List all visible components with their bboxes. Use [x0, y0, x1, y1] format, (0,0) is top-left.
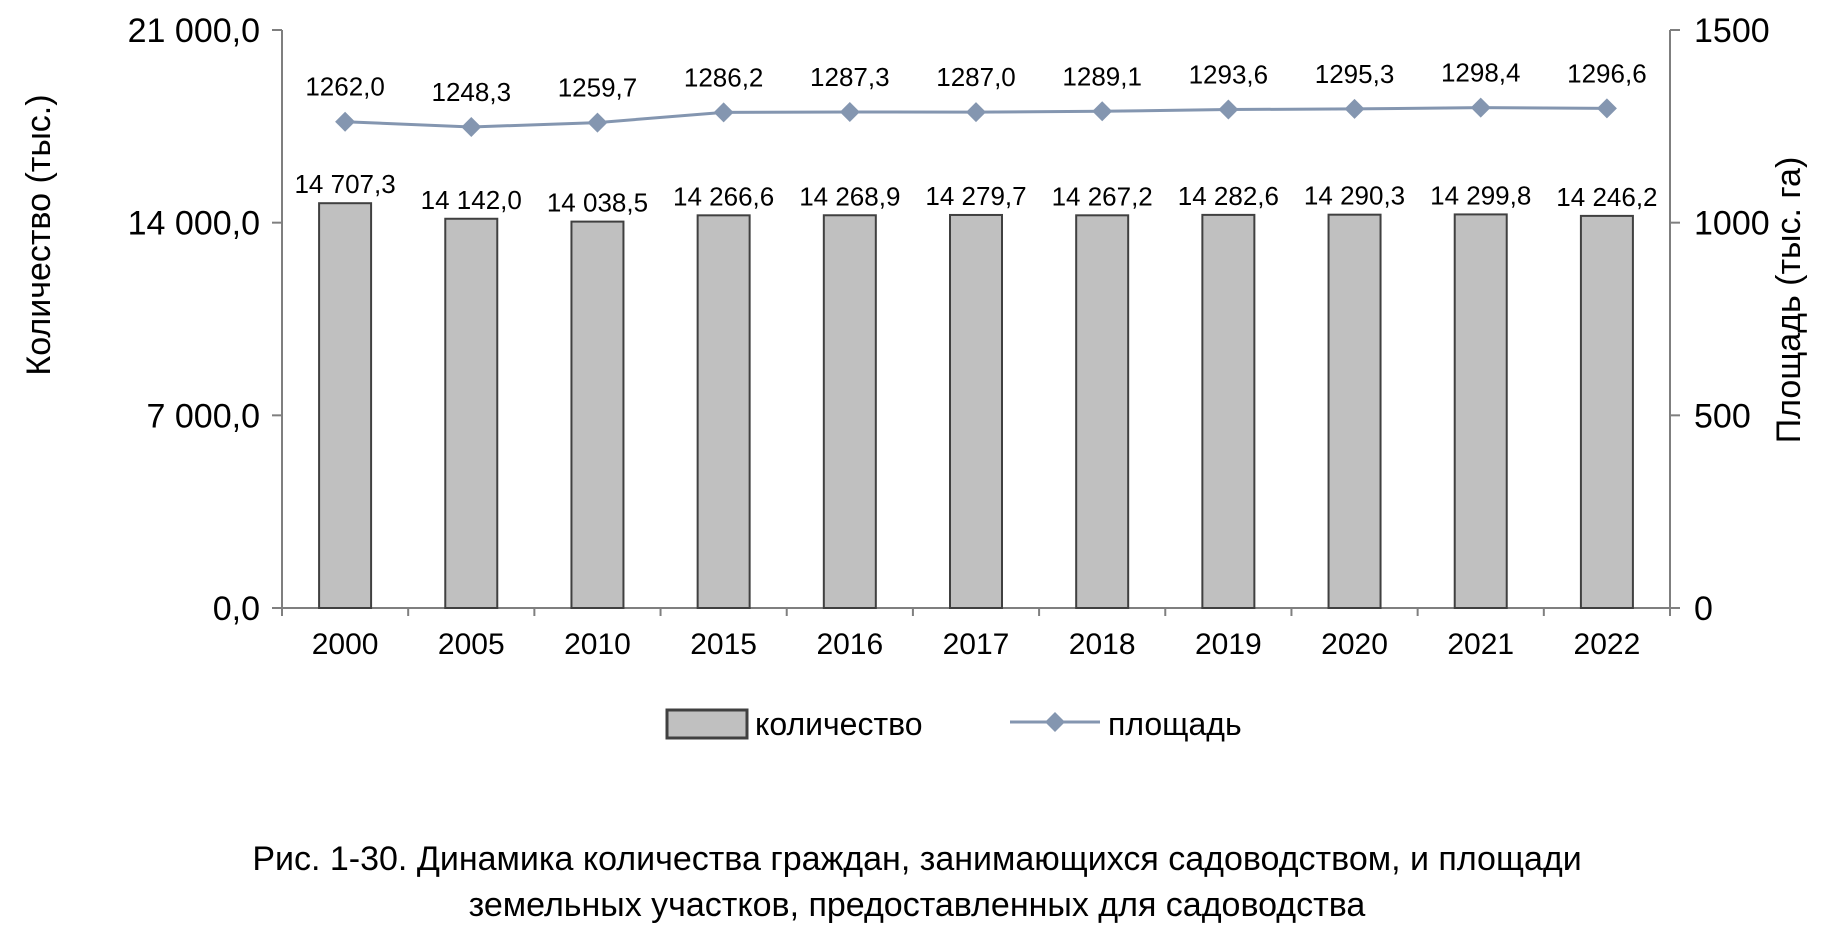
bar: [444, 217, 499, 609]
legend-swatch-bar: [665, 708, 749, 740]
x-tick-label: 2000: [312, 628, 379, 661]
bar: [1579, 214, 1634, 609]
line-point: [1092, 101, 1113, 122]
bar: [1453, 213, 1508, 609]
line-data-label: 1298,4: [1441, 58, 1521, 88]
y2-tick-label: 500: [1694, 397, 1751, 435]
legend-label-line: площадь: [1108, 706, 1242, 742]
bar-data-label: 14 142,0: [421, 185, 522, 215]
line-point: [1218, 99, 1239, 120]
y2-axis-title: Площадь (тыс. га): [1770, 157, 1808, 444]
y-tick-label: 21 000,0: [128, 12, 260, 50]
line-point: [587, 112, 608, 133]
y-tick-label: 7 000,0: [147, 397, 260, 435]
line-data-label: 1293,6: [1189, 60, 1269, 90]
line-data-label: 1262,0: [305, 72, 385, 102]
x-tick-label: 2005: [438, 628, 505, 661]
axes: 0,0 7 000,0 14 000,0 21 000,0 0 500 1000 1500 20…: [128, 12, 1770, 661]
bar-data-label: 14 707,3: [294, 169, 395, 199]
line-series: [335, 97, 1617, 137]
line-point: [1470, 97, 1491, 118]
legend-label-bar: количество: [755, 706, 923, 742]
line-point: [1596, 98, 1617, 119]
y2-tick-label: 1500: [1694, 12, 1770, 50]
bar: [1075, 214, 1130, 609]
bar: [696, 214, 751, 609]
caption-line-2: земельных участков, предоставленных для …: [469, 886, 1366, 924]
line-data-label: 1287,3: [810, 62, 890, 92]
line-data-label: 1286,2: [684, 62, 764, 92]
line-data-label: 1296,6: [1567, 58, 1647, 88]
line-data-label: 1289,1: [1062, 61, 1142, 91]
caption-line-1: Рис. 1-30. Динамика количества граждан, …: [252, 840, 1581, 878]
x-tick-label: 2021: [1447, 628, 1514, 661]
line-point: [1344, 98, 1365, 119]
x-tick-label: 2018: [1069, 628, 1136, 661]
line-data-label: 1287,0: [936, 62, 1016, 92]
bar-data-label: 14 267,2: [1052, 181, 1153, 211]
bar-data-label: 14 282,6: [1178, 181, 1279, 211]
y-tick-label: 14 000,0: [128, 205, 260, 243]
bar-data-label: 14 299,8: [1430, 180, 1531, 210]
line-data-label: 1248,3: [432, 77, 512, 107]
data-labels: 14 707,3 14 142,0 14 038,5 14 266,6 14 268,9…: [294, 58, 1657, 218]
bar-data-label: 14 279,7: [925, 181, 1026, 211]
bar: [1201, 213, 1256, 610]
bar-data-label: 14 038,5: [547, 188, 648, 218]
x-tick-label: 2019: [1195, 628, 1262, 661]
bar: [318, 202, 373, 610]
x-tick-label: 2010: [564, 628, 631, 661]
x-tick-label: 2020: [1321, 628, 1388, 661]
x-tick-label: 2017: [943, 628, 1010, 661]
line-point: [966, 102, 986, 123]
bar: [570, 220, 625, 609]
y2-tick-label: 1000: [1694, 205, 1770, 243]
legend: количество площадь: [665, 706, 1242, 742]
bar-data-label: 14 266,6: [673, 181, 774, 211]
line-point: [461, 116, 482, 137]
line-point: [335, 111, 356, 132]
bar: [949, 213, 1003, 609]
line-point: [713, 102, 734, 123]
y-tick-label: 0,0: [213, 590, 260, 628]
bar-data-label: 14 268,9: [799, 181, 900, 211]
bar-series: [318, 202, 1634, 610]
line-data-label: 1259,7: [558, 73, 638, 103]
x-tick-label: 2016: [816, 628, 883, 661]
legend-swatch-marker: [1045, 712, 1065, 732]
x-tick-label: 2022: [1574, 628, 1641, 661]
line-point: [839, 101, 860, 122]
bar-data-label: 14 290,3: [1304, 181, 1405, 211]
y-axis-title: Количество (тыс.): [20, 94, 58, 375]
bar-data-label: 14 246,2: [1556, 182, 1657, 212]
x-tick-label: 2015: [690, 628, 757, 661]
line-data-label: 1295,3: [1315, 59, 1395, 89]
bar: [1327, 213, 1382, 609]
bar: [822, 214, 877, 610]
y2-tick-label: 0: [1694, 590, 1713, 628]
